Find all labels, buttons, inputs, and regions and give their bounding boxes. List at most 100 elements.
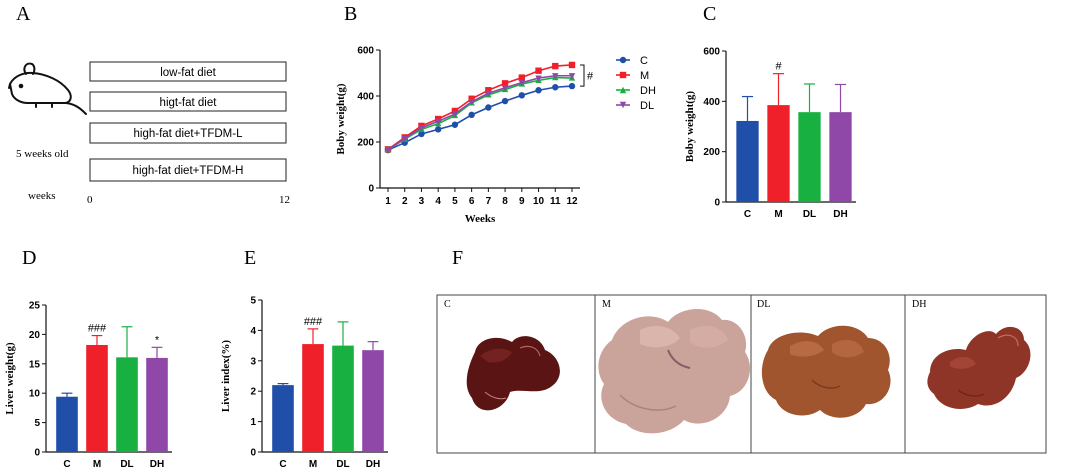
photo-label-dl: DL — [757, 299, 770, 310]
diet-box-3 — [89, 122, 287, 144]
diet-box-1 — [89, 61, 287, 82]
data-point-c — [518, 92, 526, 99]
x-tick-label: 5 — [452, 196, 458, 207]
y-axis-title: Boby weight(g) — [684, 91, 696, 163]
liver-image-c — [466, 336, 560, 411]
diet-box-4 — [89, 158, 287, 182]
end-week-label: 12 — [279, 194, 290, 206]
bar-m — [86, 344, 108, 452]
bar-dl — [798, 112, 821, 202]
y-tick-label: 200 — [703, 147, 720, 158]
bar-dl — [116, 357, 138, 452]
panel-letter-e: E — [244, 247, 256, 269]
series-line-dl — [387, 74, 572, 151]
y-tick-label: 600 — [357, 46, 374, 57]
y-tick-label: 0 — [368, 184, 374, 195]
bar-m — [767, 105, 790, 202]
data-point-m — [485, 87, 492, 94]
bar-c — [736, 120, 759, 202]
panel-letter-a: A — [16, 3, 31, 25]
data-point-c — [418, 130, 425, 138]
data-point-dl — [384, 147, 392, 154]
y-axis-title: Liver weight(g) — [4, 342, 16, 415]
x-axis-title: Weeks — [465, 213, 496, 225]
diet-label-4: high-fat diet+TFDM-H — [133, 165, 244, 177]
y-tick-label: 1 — [250, 417, 256, 428]
legend-marker-c — [619, 56, 627, 64]
x-tick-label: M — [309, 459, 317, 470]
y-tick-label: 400 — [357, 92, 374, 103]
data-point-m — [518, 74, 526, 81]
data-point-dl — [485, 90, 492, 98]
y-tick-label: 25 — [29, 301, 41, 312]
liver-image-m — [598, 308, 751, 434]
x-tick-label: 11 — [550, 196, 561, 207]
data-point-m — [468, 95, 475, 102]
data-point-c — [451, 121, 459, 128]
diet-label-3: high-fat diet+TFDM-L — [134, 128, 244, 140]
data-point-dl — [451, 111, 459, 118]
x-tick-label: 1 — [385, 196, 391, 207]
data-point-c — [552, 84, 559, 91]
y-axis-title: Boby weight(g) — [335, 83, 347, 155]
liver-image-dh — [927, 326, 1031, 409]
legend-marker-dh — [619, 86, 627, 94]
x-tick-label: C — [279, 459, 286, 470]
diet-box-2 — [89, 91, 287, 112]
bar-dh — [146, 357, 168, 452]
data-point-dl — [568, 73, 576, 80]
data-point-m — [535, 67, 542, 74]
data-point-c — [568, 82, 576, 90]
panel-letter-c: C — [703, 3, 716, 25]
age-label: 5 weeks old — [16, 148, 69, 160]
x-tick-label: M — [774, 209, 782, 220]
bar-m — [302, 344, 324, 452]
y-tick-label: 200 — [357, 138, 374, 149]
x-tick-label: 10 — [533, 196, 545, 207]
x-tick-label: 7 — [486, 196, 492, 207]
y-tick-label: 10 — [29, 389, 41, 400]
significance-mark: # — [775, 61, 782, 73]
series-line-c — [387, 85, 573, 151]
x-tick-label: 9 — [519, 196, 525, 207]
y-tick-label: 0 — [34, 448, 40, 459]
data-point-dl — [518, 80, 526, 87]
significance-mark: # — [587, 71, 594, 83]
x-tick-label: 3 — [419, 196, 425, 207]
data-point-c — [485, 104, 492, 111]
bar-c — [272, 385, 294, 452]
photo-label-c: C — [444, 299, 451, 310]
y-tick-label: 600 — [703, 47, 720, 58]
bar-dl — [332, 345, 354, 452]
data-point-dl — [434, 118, 442, 126]
diet-label-2: higt-fat diet — [160, 97, 218, 109]
legend-label-dl: DL — [640, 100, 654, 112]
y-tick-label: 3 — [250, 356, 256, 367]
chart-e-liver-index-bar: 0 1 2 3 4 5 Liver index(%) C M ### DL DH — [220, 296, 388, 470]
data-point-c — [535, 87, 542, 94]
x-tick-label: DL — [120, 459, 133, 470]
data-point-m — [568, 61, 576, 69]
y-axis-title: Liver index(%) — [220, 340, 232, 413]
x-tick-label: 6 — [469, 196, 475, 207]
chart-d-liver-weight-bar: 0 5 10 15 20 25 Liver weight(g) C M ### DL DH * — [4, 301, 172, 470]
bar-dh — [829, 112, 852, 202]
legend-label-m: M — [640, 70, 649, 82]
legend-label-dh: DH — [640, 85, 656, 97]
panel-f: C M DL DH — [436, 294, 1047, 454]
x-tick-label: 4 — [435, 196, 441, 207]
y-tick-label: 400 — [703, 97, 720, 108]
significance-mark: ### — [88, 323, 107, 335]
photo-label-dh: DH — [912, 299, 926, 310]
y-tick-label: 0 — [714, 198, 720, 209]
y-tick-label: 5 — [34, 418, 40, 429]
panel-a: low-fat diet higt-fat diet high-fat diet… — [8, 61, 290, 206]
data-point-dl — [552, 73, 559, 80]
data-point-dl — [418, 125, 425, 132]
y-tick-label: 4 — [250, 326, 256, 337]
x-tick-label: M — [93, 459, 101, 470]
x-tick-label: 2 — [402, 196, 408, 207]
panel-letter-f: F — [452, 247, 463, 269]
photo-label-m: M — [602, 299, 611, 310]
x-tick-label: DH — [833, 209, 847, 220]
